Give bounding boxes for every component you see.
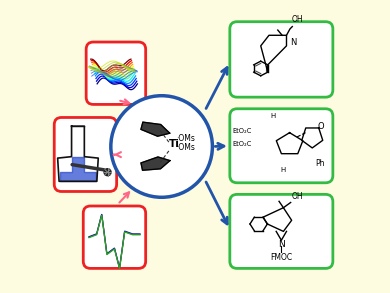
Text: N: N — [278, 240, 285, 249]
Polygon shape — [141, 122, 170, 136]
Polygon shape — [141, 157, 170, 170]
FancyBboxPatch shape — [83, 206, 145, 268]
FancyBboxPatch shape — [54, 117, 117, 192]
FancyBboxPatch shape — [230, 22, 333, 97]
Text: O: O — [317, 122, 324, 132]
FancyBboxPatch shape — [86, 42, 145, 104]
Text: ·OMs: ·OMs — [176, 134, 195, 143]
Text: OH: OH — [292, 15, 303, 24]
Circle shape — [104, 169, 111, 176]
FancyBboxPatch shape — [230, 194, 333, 268]
Text: ·OMs: ·OMs — [176, 144, 195, 152]
Text: EtO₂C: EtO₂C — [232, 128, 252, 134]
FancyBboxPatch shape — [230, 109, 333, 183]
Text: FMOC: FMOC — [270, 253, 292, 262]
Circle shape — [111, 96, 213, 197]
Text: H: H — [271, 113, 276, 119]
Text: Ph: Ph — [316, 159, 325, 168]
Text: Ti: Ti — [169, 139, 180, 149]
Text: H: H — [281, 167, 286, 173]
Text: EtO₂C: EtO₂C — [232, 141, 252, 147]
Text: OH: OH — [292, 192, 303, 201]
Text: N: N — [291, 38, 297, 47]
Polygon shape — [60, 157, 96, 181]
